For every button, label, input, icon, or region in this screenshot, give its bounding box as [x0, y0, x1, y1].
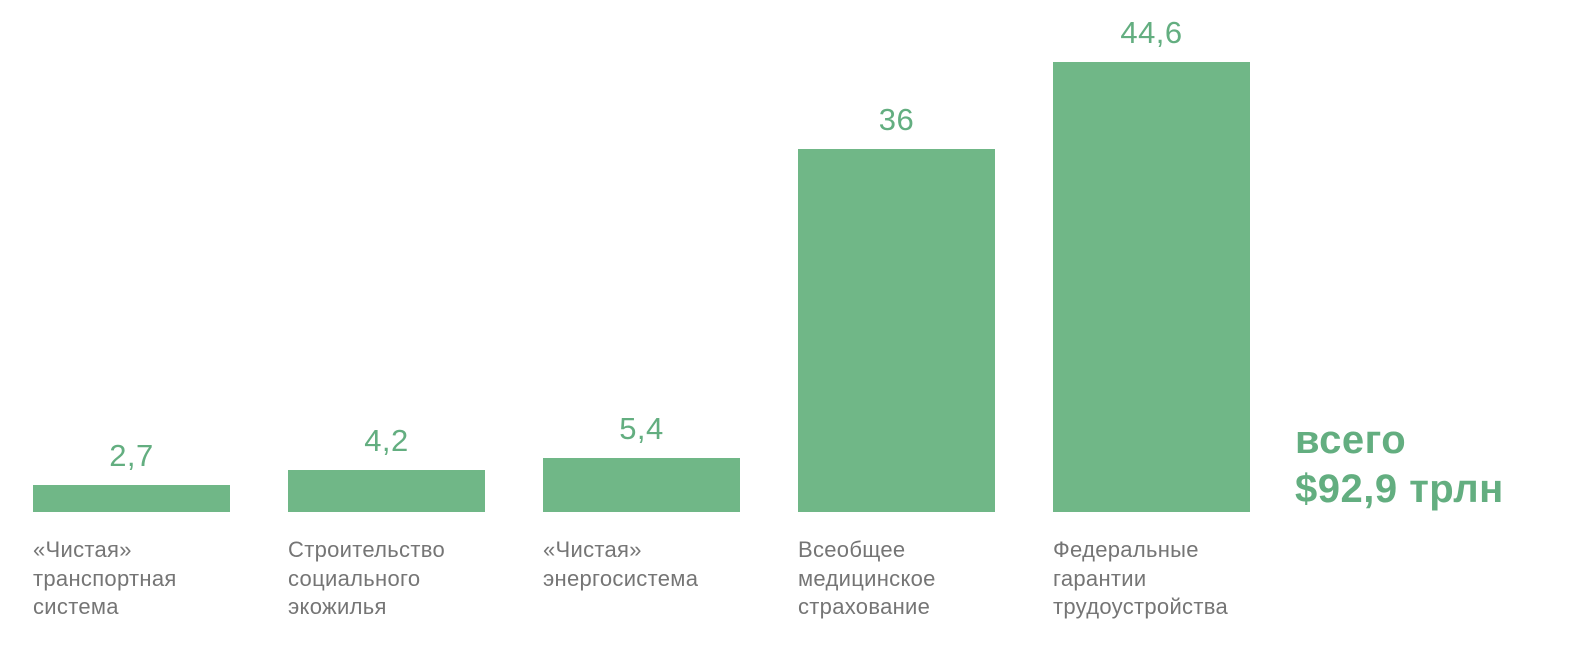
total-annotation: всего $92,9 трлн: [1295, 418, 1504, 511]
bar-group: 4,2: [288, 423, 485, 512]
bar-group: 5,4: [543, 411, 740, 512]
bar-group: 44,6: [1053, 15, 1250, 512]
bar: [798, 149, 995, 512]
bar-group: 36: [798, 102, 995, 512]
bar: [288, 470, 485, 512]
bar: [1053, 62, 1250, 512]
bar-category-label: Федеральные гарантии трудоустройства: [1053, 537, 1228, 620]
bar: [33, 485, 230, 512]
bar-value-label: 2,7: [109, 438, 154, 473]
bar-value-label: 44,6: [1120, 15, 1183, 50]
bar-category-label: «Чистая» транспортная система: [33, 537, 177, 620]
bar-group: 2,7: [33, 438, 230, 512]
bars-row: 2,7 4,2 5,4 36 44,6: [33, 0, 1250, 512]
bar-category-label: Всеобщее медицинское страхование: [798, 537, 936, 620]
bar-value-label: 4,2: [364, 423, 409, 458]
category-labels-row: «Чистая» транспортная система Строительст…: [33, 536, 1250, 622]
bar-category-label: «Чистая» энергосистема: [543, 537, 699, 591]
bar-value-label: 36: [878, 102, 915, 137]
bar: [543, 458, 740, 512]
bar-category-label: Строительство социального экожилья: [288, 537, 446, 620]
bar-value-label: 5,4: [619, 411, 664, 446]
bar-chart: 2,7 4,2 5,4 36 44,6 «Чистая» транспортная си…: [33, 0, 1250, 622]
